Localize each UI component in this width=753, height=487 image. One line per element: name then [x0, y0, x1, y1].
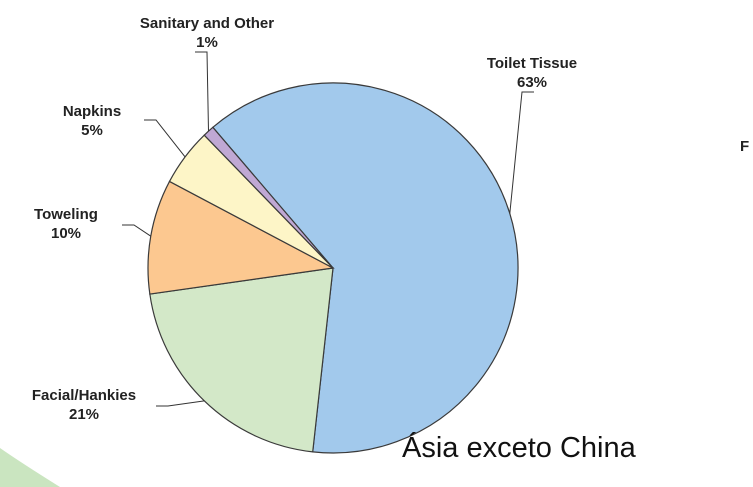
leader-line — [156, 400, 205, 407]
edge-label: F — [740, 138, 750, 155]
leader-line — [509, 91, 534, 214]
slice-label-name: Facial/Hankies — [32, 387, 136, 404]
slice-label-percent: 1% — [196, 34, 218, 51]
pie-slices — [147, 82, 519, 454]
region-caption: Ásia exceto China — [402, 432, 636, 464]
pie-slice-facial-hankies — [149, 267, 334, 453]
slice-label-name: Sanitary and Other — [140, 15, 274, 32]
corner-accent-shape — [0, 448, 60, 487]
leader-line — [122, 224, 152, 237]
slice-label-name: Toweling — [34, 206, 98, 223]
slice-label-name: Toilet Tissue — [487, 55, 577, 72]
leader-lines — [122, 51, 534, 407]
pie-slice-toweling — [147, 180, 335, 295]
slice-label-percent: 63% — [517, 74, 547, 91]
pie-slice-toilet-tissue — [212, 82, 519, 454]
slice-labels: Toilet Tissue 63% Facial/Hankies 21% Towelin… — [32, 15, 577, 423]
leader-line — [195, 51, 209, 132]
slice-label-percent: 10% — [51, 225, 81, 242]
slice-label-percent: 21% — [69, 406, 99, 423]
slice-label-name: Napkins — [63, 103, 121, 120]
slice-label-percent: 5% — [81, 122, 103, 139]
leader-line — [144, 119, 186, 158]
